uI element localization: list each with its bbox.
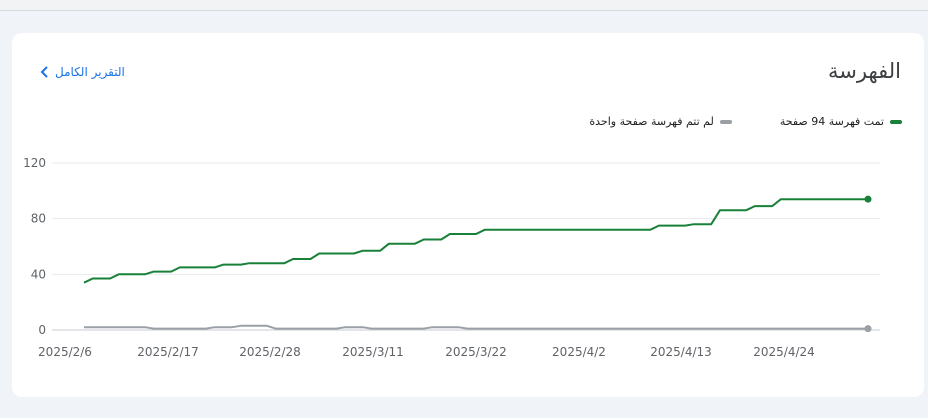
x-tick-label-0: 2025/2/6 xyxy=(38,345,92,359)
chevron-left-icon xyxy=(40,66,48,78)
series-endpoint-not_indexed xyxy=(864,325,872,333)
browser-top-bar xyxy=(0,0,928,11)
indexing-card: الفهرسة التقرير الكامل لم تتم فهرسة صفحة… xyxy=(12,33,924,397)
full-report-link[interactable]: التقرير الكامل xyxy=(40,65,125,79)
legend-swatch-indexed xyxy=(890,119,902,124)
legend-item-indexed[interactable]: تمت فهرسة 94 صفحة xyxy=(780,115,902,128)
series-line-not_indexed xyxy=(84,324,868,330)
page-title: الفهرسة xyxy=(828,59,901,83)
series-endpoint-indexed xyxy=(864,195,872,203)
x-tick-label-2: 2025/2/28 xyxy=(239,345,301,359)
x-tick-label-5: 2025/4/2 xyxy=(552,345,606,359)
chart-legend: لم تتم فهرسة صفحة واحدة تمت فهرسة 94 صفح… xyxy=(589,115,902,128)
y-tick-label-120: 120 xyxy=(23,156,46,170)
y-tick-label-0: 0 xyxy=(38,323,46,337)
series-line-indexed xyxy=(83,198,868,284)
legend-label-not-indexed: لم تتم فهرسة صفحة واحدة xyxy=(589,115,714,128)
x-tick-label-4: 2025/3/22 xyxy=(445,345,507,359)
y-tick-label-40: 40 xyxy=(31,267,46,281)
x-tick-label-1: 2025/2/17 xyxy=(137,345,199,359)
y-tick-label-80: 80 xyxy=(31,212,46,226)
legend-item-not-indexed[interactable]: لم تتم فهرسة صفحة واحدة xyxy=(589,115,732,128)
legend-swatch-not-indexed xyxy=(719,119,732,124)
x-tick-label-7: 2025/4/24 xyxy=(753,345,815,359)
legend-label-indexed: تمت فهرسة 94 صفحة xyxy=(779,115,884,128)
x-tick-label-6: 2025/4/13 xyxy=(650,345,712,359)
x-tick-label-3: 2025/3/11 xyxy=(342,345,404,359)
full-report-label: التقرير الكامل xyxy=(55,65,125,79)
